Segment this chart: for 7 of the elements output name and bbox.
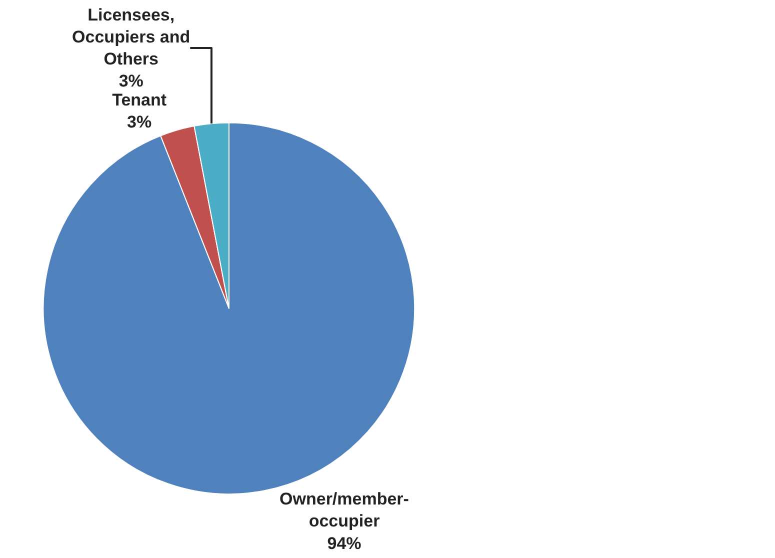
slice-label: Tenant xyxy=(112,90,167,110)
data-label: 3% xyxy=(118,72,144,91)
slice-label: Licensees, Occupiers and Others xyxy=(72,5,190,68)
data-label: 94% xyxy=(327,534,362,553)
pie-slice xyxy=(160,126,230,309)
data-label: 3% xyxy=(127,112,152,132)
slice-label: Owner/member-occupier xyxy=(280,490,409,531)
